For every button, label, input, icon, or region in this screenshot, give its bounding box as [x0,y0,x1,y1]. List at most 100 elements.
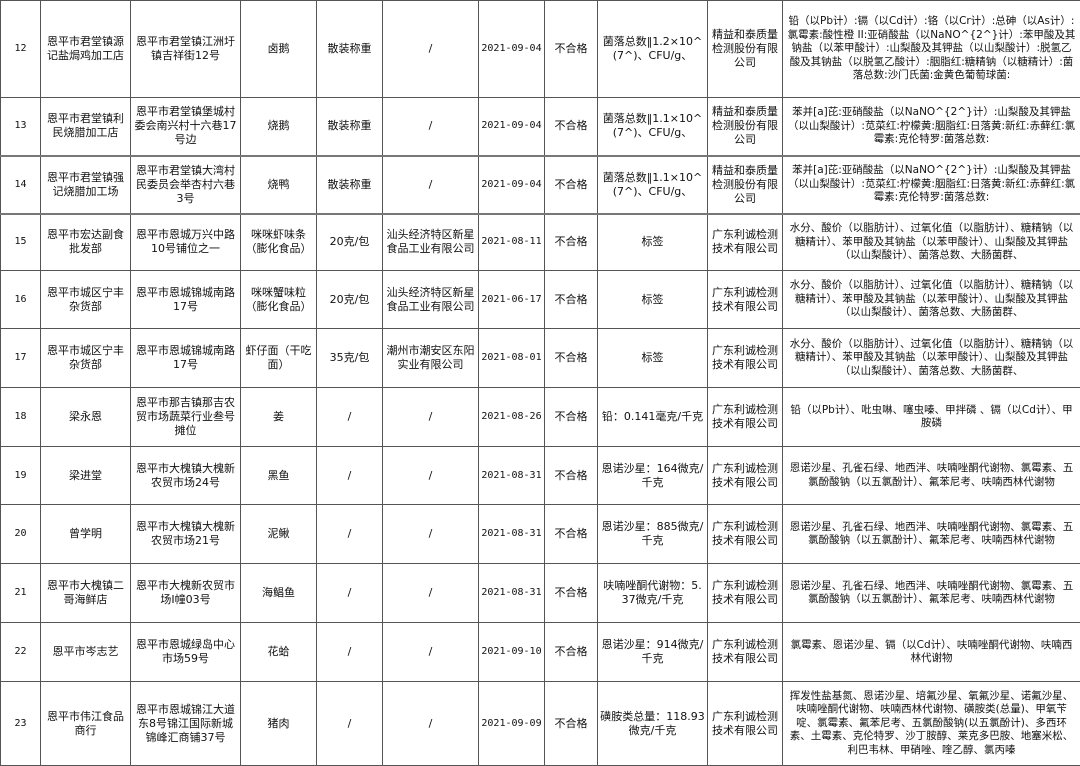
product-spec-cell: / [317,388,383,447]
test-items-cell: 水分、酸价（以脂肪计）、过氧化值（以脂肪计）、糖精钠（以糖精计）、苯甲酸及其钠盐… [783,214,1080,271]
producer-name-cell: / [383,564,479,623]
production-date-cell: 2021-08-11 [479,214,545,271]
product-spec-cell: / [317,623,383,682]
product-name-cell: 烧鸭 [241,156,317,214]
test-items-cell: 挥发性盐基氮、恩诺沙星、培氟沙星、氧氟沙星、诺氟沙星、呋喃唑酮代谢物、呋喃西林代… [783,682,1080,766]
producer-name-cell: / [383,388,479,447]
product-name-cell: 烧鹅 [241,98,317,156]
product-spec-cell: / [317,447,383,505]
row-number-cell: 14 [1,156,41,214]
test-result-cell: 不合格 [545,329,598,388]
test-result-cell: 不合格 [545,505,598,564]
row-number-cell: 12 [1,1,41,98]
business-address-cell: 恩平市恩城锦城南路17号 [131,271,241,329]
product-name-cell: 猪肉 [241,682,317,766]
test-result-cell: 不合格 [545,156,598,214]
test-result-cell: 不合格 [545,682,598,766]
test-items-cell: 铅（以Pb计）:镉（以Cd计）:铬（以Cr计）:总砷（以As计）:氯霉素:酸性橙… [783,1,1080,98]
row-number-cell: 23 [1,682,41,766]
production-date-cell: 2021-08-01 [479,329,545,388]
test-result-cell: 不合格 [545,1,598,98]
test-result-cell: 不合格 [545,271,598,329]
test-items-cell: 苯并[a]芘:亚硝酸盐（以NaNO^{2^}计）:山梨酸及其钾盐（以山梨酸计）:… [783,156,1080,214]
testing-lab-cell: 广东利诚检测技术有限公司 [708,447,783,505]
test-result-cell: 不合格 [545,447,598,505]
producer-name-cell: / [383,505,479,564]
failed-item-cell: 恩诺沙星：885微克/千克 [598,505,708,564]
business-name-cell: 曾学明 [41,505,131,564]
business-address-cell: 恩平市君堂镇大湾村民委员会举杏村六巷3号 [131,156,241,214]
test-items-cell: 苯并[a]芘:亚硝酸盐（以NaNO^{2^}计）:山梨酸及其钾盐（以山梨酸计）:… [783,98,1080,156]
producer-name-cell: 汕头经济特区新星食品工业有限公司 [383,271,479,329]
row-number-cell: 13 [1,98,41,156]
failed-item-cell: 标签 [598,214,708,271]
producer-name-cell: / [383,1,479,98]
row-number-cell: 17 [1,329,41,388]
product-name-cell: 虾仔面（干吃面） [241,329,317,388]
business-name-cell: 恩平市岑志艺 [41,623,131,682]
row-number-cell: 18 [1,388,41,447]
row-number-cell: 20 [1,505,41,564]
test-items-cell: 水分、酸价（以脂肪计）、过氧化值（以脂肪计）、糖精钠（以糖精计）、苯甲酸及其钠盐… [783,271,1080,329]
business-address-cell: 恩平市恩城锦城南路17号 [131,329,241,388]
test-items-cell: 恩诺沙星、孔雀石绿、地西泮、呋喃唑酮代谢物、氯霉素、五氯酚酸钠（以五氯酚计）、氟… [783,447,1080,505]
row-number-cell: 22 [1,623,41,682]
test-result-cell: 不合格 [545,214,598,271]
product-spec-cell: / [317,682,383,766]
testing-lab-cell: 广东利诚检测技术有限公司 [708,214,783,271]
production-date-cell: 2021-09-09 [479,682,545,766]
business-name-cell: 恩平市君堂镇源记盐焗鸡加工店 [41,1,131,98]
failed-item-cell: 磺胺类总量：118.93微克/千克 [598,682,708,766]
producer-name-cell: / [383,447,479,505]
business-address-cell: 恩平市那吉镇那吉农贸市场蔬菜行业叁号摊位 [131,388,241,447]
product-name-cell: 姜 [241,388,317,447]
business-address-cell: 恩平市大槐镇大槐新农贸市场21号 [131,505,241,564]
test-items-cell: 恩诺沙星、孔雀石绿、地西泮、呋喃唑酮代谢物、氯霉素、五氯酚酸钠（以五氯酚计）、氟… [783,564,1080,623]
production-date-cell: 2021-09-04 [479,98,545,156]
row-number-cell: 21 [1,564,41,623]
producer-name-cell: 汕头经济特区新星食品工业有限公司 [383,214,479,271]
business-address-cell: 恩平市君堂镇堡城村委会南兴村十六巷17号边 [131,98,241,156]
product-spec-cell: 20克/包 [317,214,383,271]
test-items-cell: 氯霉素、恩诺沙星、镉（以Cd计）、呋喃唑酮代谢物、呋喃西林代谢物 [783,623,1080,682]
business-name-cell: 恩平市伟江食品商行 [41,682,131,766]
testing-lab-cell: 广东利诚检测技术有限公司 [708,564,783,623]
testing-lab-cell: 广东利诚检测技术有限公司 [708,623,783,682]
production-date-cell: 2021-08-31 [479,564,545,623]
product-spec-cell: 散装称重 [317,98,383,156]
failed-item-cell: 标签 [598,271,708,329]
row-number-cell: 15 [1,214,41,271]
test-items-cell: 水分、酸价（以脂肪计）、过氧化值（以脂肪计）、糖精钠（以糖精计）、苯甲酸及其钠盐… [783,329,1080,388]
producer-name-cell: 潮州市潮安区东阳实业有限公司 [383,329,479,388]
test-result-cell: 不合格 [545,564,598,623]
producer-name-cell: / [383,98,479,156]
business-address-cell: 恩平市君堂镇江洲圩镇吉祥街12号 [131,1,241,98]
test-result-cell: 不合格 [545,623,598,682]
test-result-cell: 不合格 [545,388,598,447]
product-name-cell: 海鲳鱼 [241,564,317,623]
test-items-cell: 铅（以Pb计）、吡虫啉、噻虫嗪、甲拌磷 、镉（以Cd计）、甲胺磷 [783,388,1080,447]
failed-item-cell: 恩诺沙星：164微克/千克 [598,447,708,505]
product-name-cell: 花蛤 [241,623,317,682]
production-date-cell: 2021-08-26 [479,388,545,447]
failed-item-cell: 菌落总数‖1.1×10^(7^)、CFU/g、 [598,156,708,214]
failed-item-cell: 菌落总数‖1.2×10^(7^)、CFU/g、 [598,1,708,98]
production-date-cell: 2021-09-04 [479,1,545,98]
failed-item-cell: 呋喃唑酮代谢物：5.37微克/千克 [598,564,708,623]
producer-name-cell: / [383,156,479,214]
product-name-cell: 卤鹅 [241,1,317,98]
test-items-cell: 恩诺沙星、孔雀石绿、地西泮、呋喃唑酮代谢物、氯霉素、五氯酚酸钠（以五氯酚计）、氟… [783,505,1080,564]
producer-name-cell: / [383,623,479,682]
product-spec-cell: / [317,564,383,623]
row-number-cell: 16 [1,271,41,329]
